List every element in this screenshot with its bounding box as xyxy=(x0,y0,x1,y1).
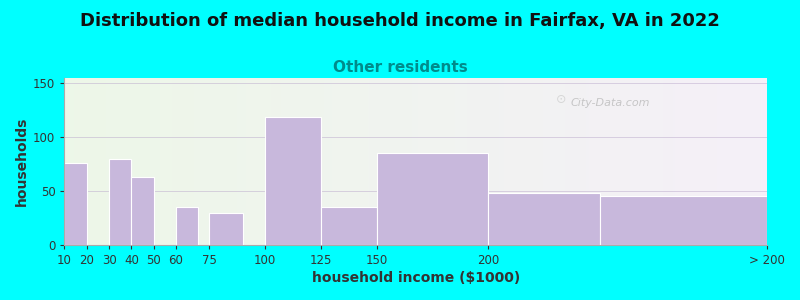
X-axis label: household income ($1000): household income ($1000) xyxy=(312,271,520,285)
Bar xyxy=(265,117,321,245)
Bar xyxy=(65,163,86,245)
Bar xyxy=(377,153,488,245)
Bar xyxy=(210,212,243,245)
Text: Other residents: Other residents xyxy=(333,60,467,75)
Bar xyxy=(176,207,198,245)
Text: ⊙: ⊙ xyxy=(556,93,566,106)
Y-axis label: households: households xyxy=(15,117,29,206)
Bar xyxy=(488,193,600,245)
Text: City-Data.com: City-Data.com xyxy=(570,98,650,108)
Bar xyxy=(321,207,377,245)
Bar xyxy=(600,196,767,245)
Bar xyxy=(131,177,154,245)
Bar xyxy=(109,159,131,245)
Text: Distribution of median household income in Fairfax, VA in 2022: Distribution of median household income … xyxy=(80,12,720,30)
